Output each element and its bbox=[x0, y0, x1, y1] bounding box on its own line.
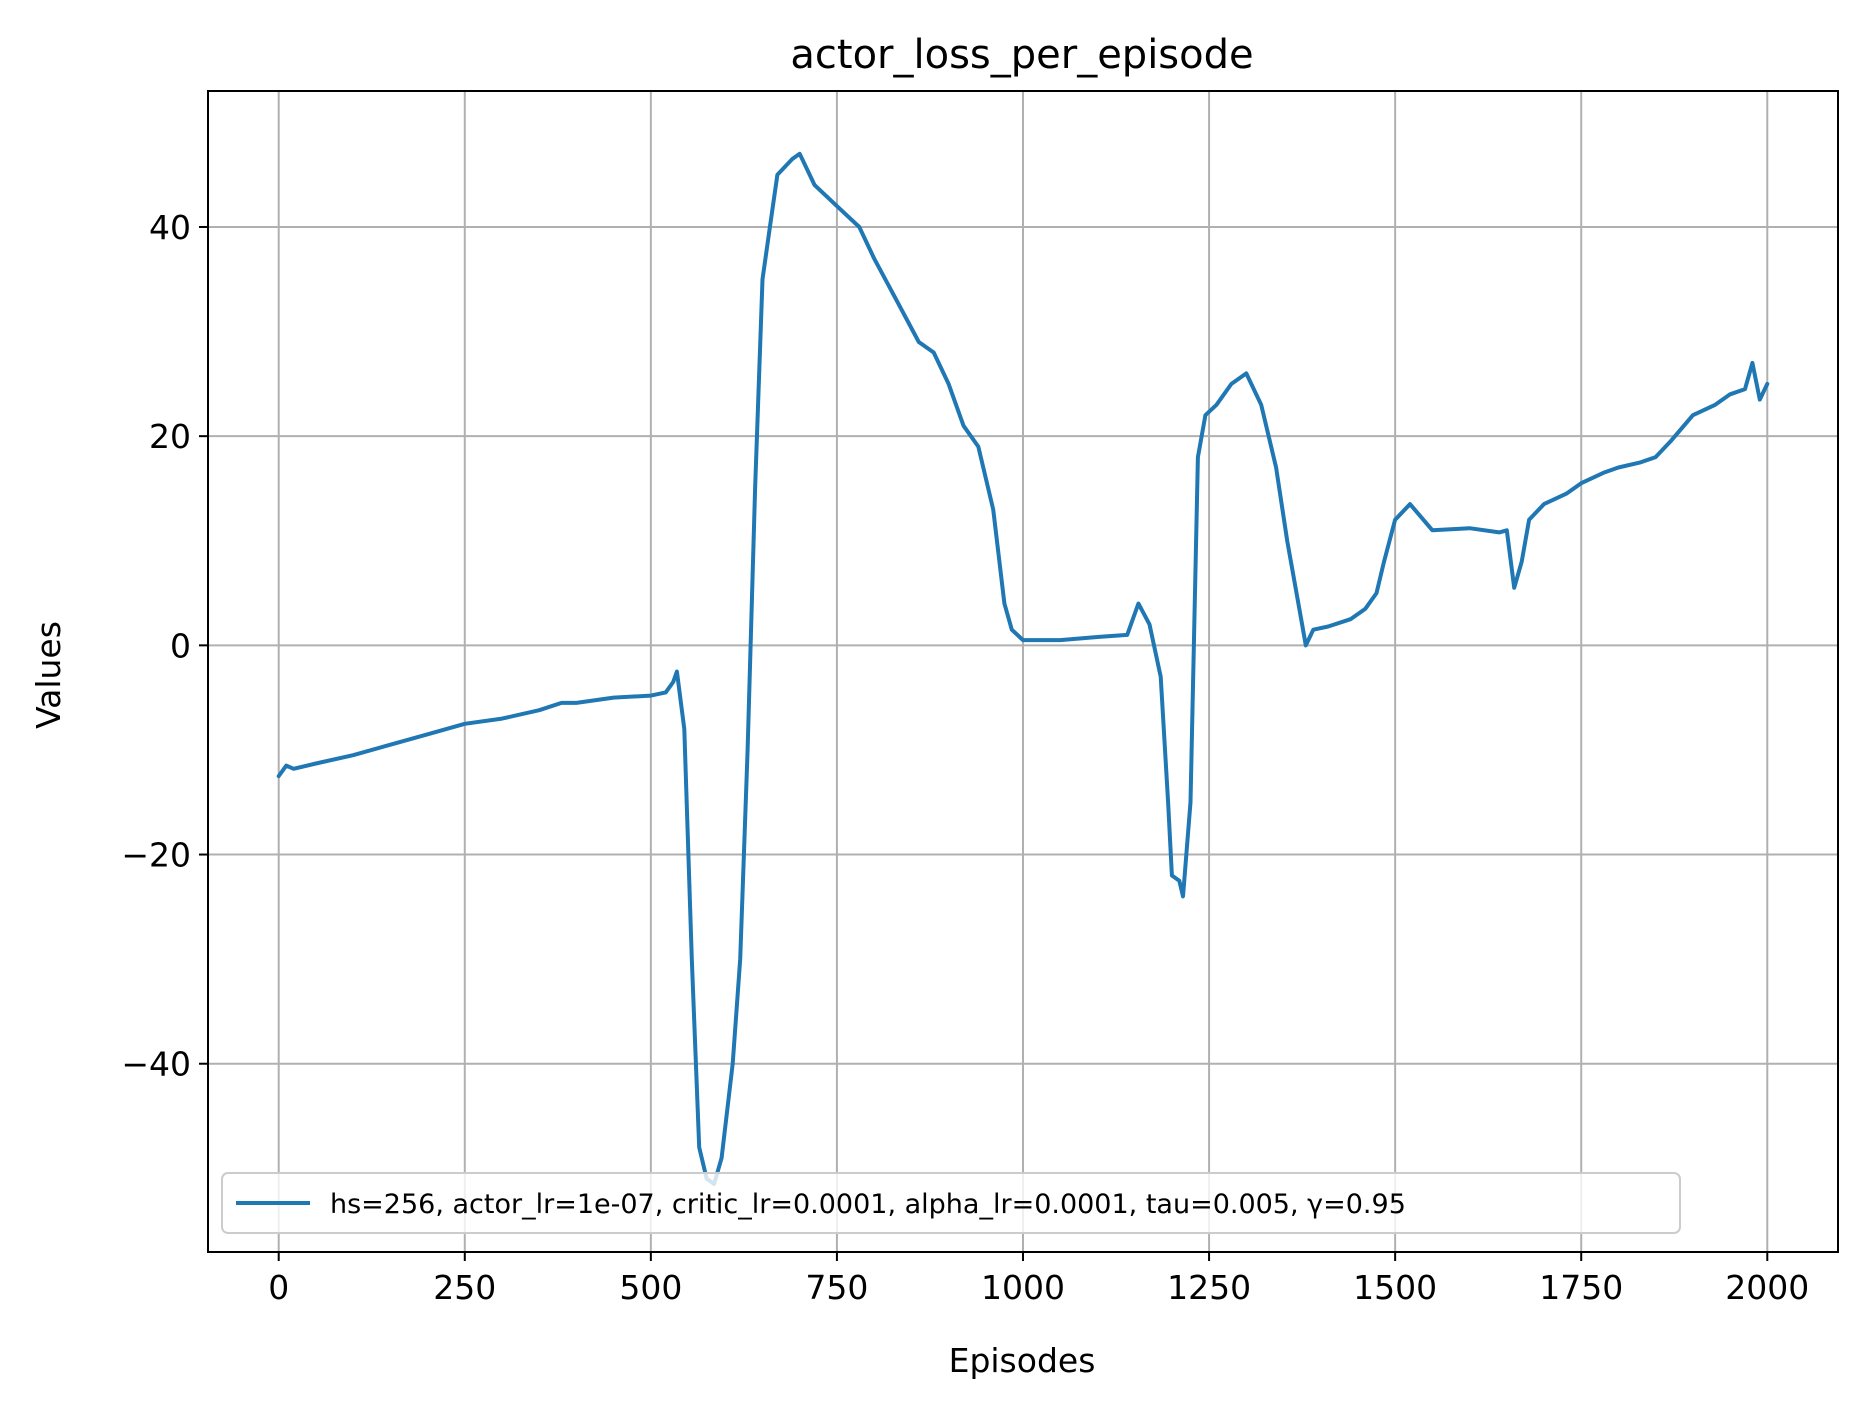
x-tick-label: 250 bbox=[433, 1268, 496, 1307]
grid-lines bbox=[208, 91, 1838, 1252]
x-tick-label: 1500 bbox=[1353, 1268, 1437, 1307]
y-tick-label: 40 bbox=[149, 208, 191, 247]
y-tick-label: 0 bbox=[170, 626, 191, 665]
legend-label: hs=256, actor_lr=1e-07, critic_lr=0.0001… bbox=[330, 1189, 1406, 1220]
x-tick-label: 2000 bbox=[1725, 1268, 1809, 1307]
y-tick-label: −40 bbox=[121, 1045, 191, 1084]
series-layer bbox=[276, 151, 1770, 1186]
y-tick-label: 20 bbox=[149, 417, 191, 456]
y-tick-label: −20 bbox=[121, 836, 191, 875]
x-tick-label: 1000 bbox=[981, 1268, 1065, 1307]
x-axis-label: Episodes bbox=[949, 1341, 1096, 1380]
x-tick-label: 750 bbox=[805, 1268, 868, 1307]
legend: hs=256, actor_lr=1e-07, critic_lr=0.0001… bbox=[221, 1172, 1681, 1234]
x-tick-label: 0 bbox=[268, 1268, 289, 1307]
x-tick-label: 1750 bbox=[1539, 1268, 1623, 1307]
series-line bbox=[276, 151, 1770, 1186]
chart-title: actor_loss_per_episode bbox=[790, 32, 1253, 78]
y-axis-label: Values bbox=[29, 621, 68, 729]
axis-ticks: 0 250 500 750 1000 1250 1500 1750 2000 −40 −20 0 20 4… bbox=[121, 208, 1809, 1307]
legend-box bbox=[221, 1172, 1681, 1234]
x-tick-label: 500 bbox=[619, 1268, 682, 1307]
x-tick-label: 1250 bbox=[1167, 1268, 1251, 1307]
